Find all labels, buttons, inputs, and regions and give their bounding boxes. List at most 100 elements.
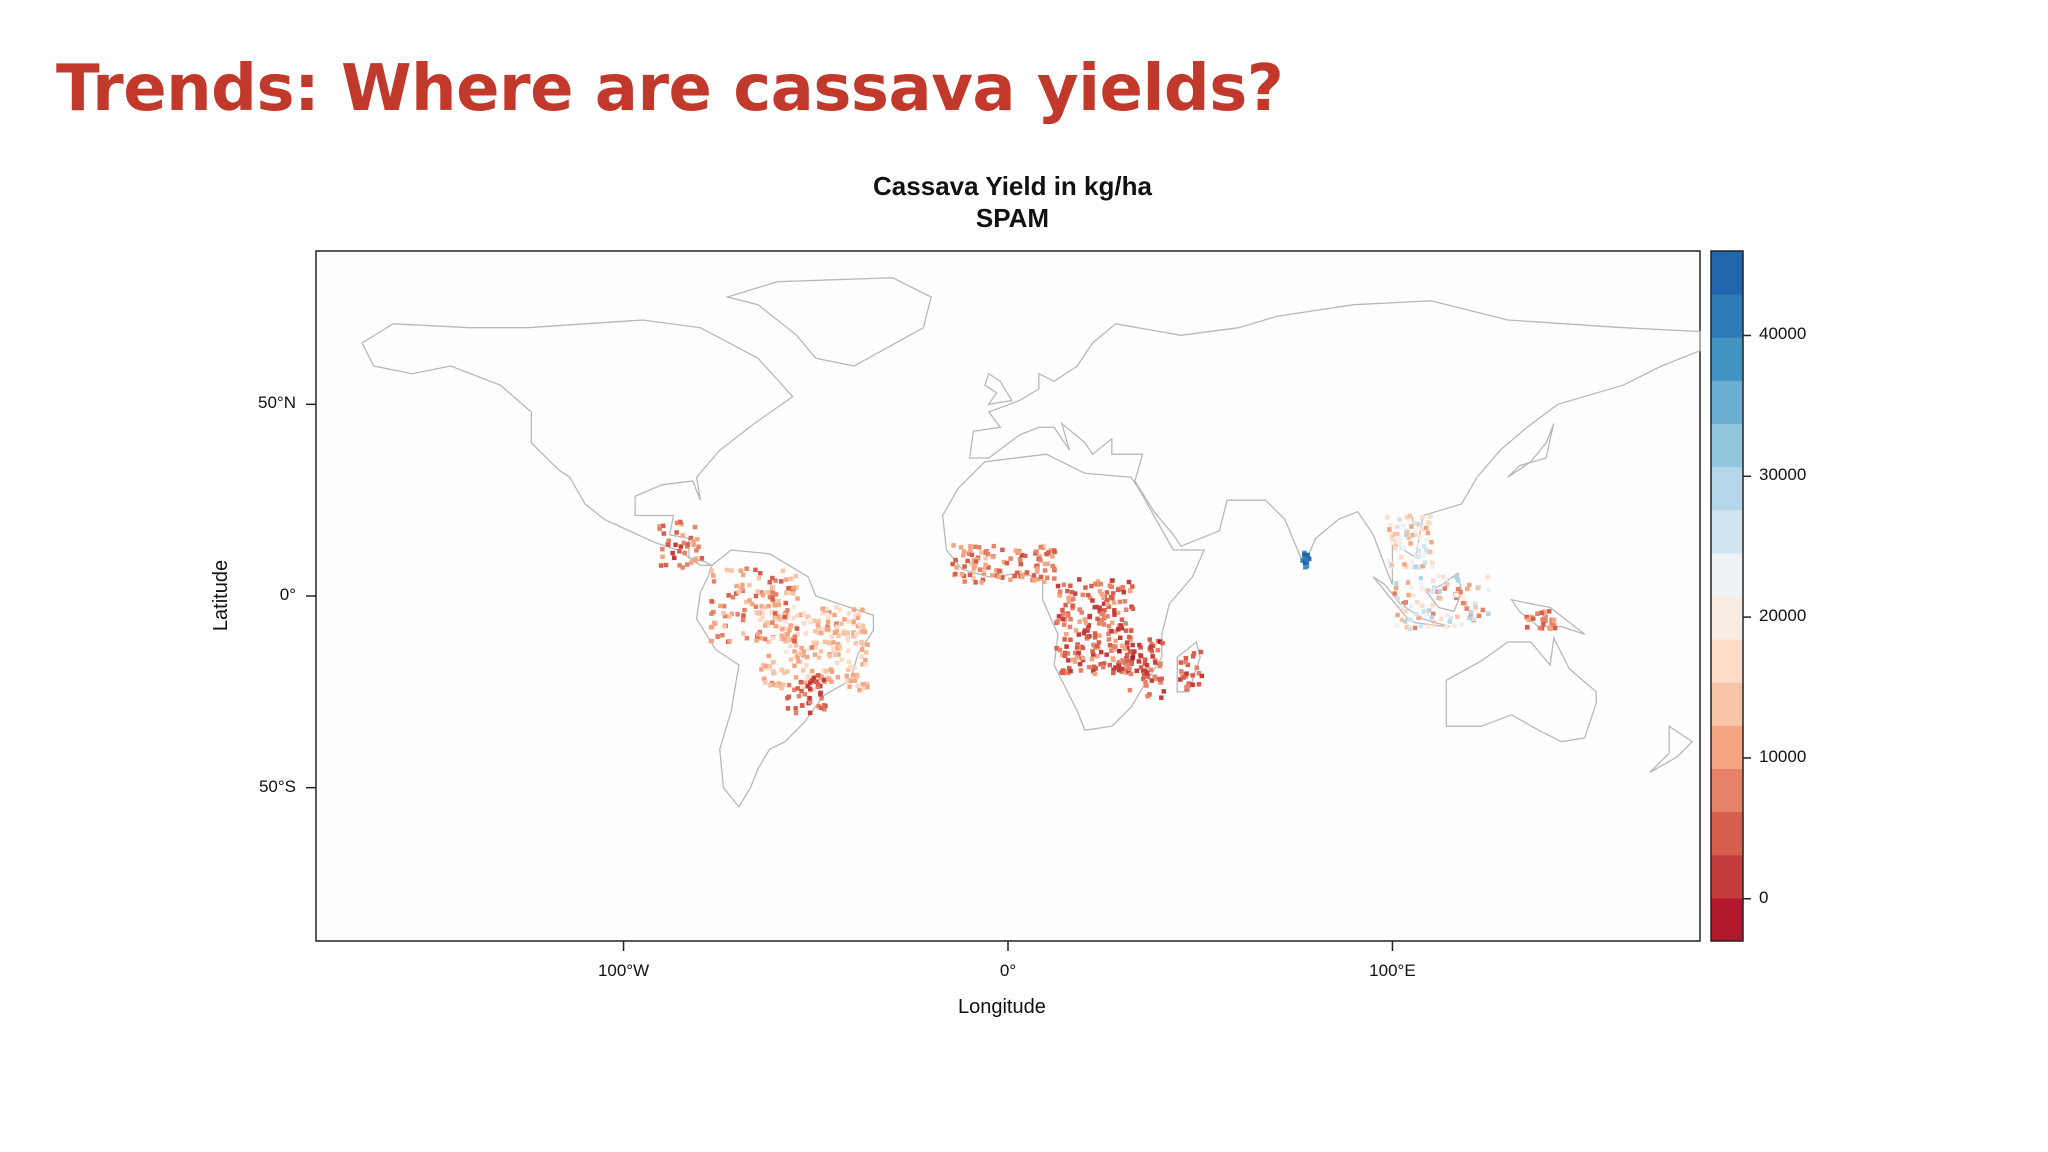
yield-cell [973,580,978,585]
yield-cell [1460,600,1466,606]
yield-cell [1055,619,1061,624]
yield-cell [848,664,854,670]
yield-cell [798,612,803,618]
yield-cell [1077,661,1083,667]
yield-cell [865,681,870,687]
yield-cell [1430,602,1436,608]
greenland-outline [724,277,932,367]
yield-cell [759,667,764,672]
yield-cell [785,695,790,701]
yield-cell [1144,663,1150,668]
yield-cell [1052,566,1057,571]
yield-cell [1119,669,1124,675]
yield-cell [1101,622,1107,627]
yield-cell [1549,617,1554,622]
yield-cell [831,640,836,645]
yield-cell [1066,612,1071,618]
yield-cell [1124,640,1130,645]
yield-cell [1014,570,1020,576]
yield-cell [1116,663,1122,668]
yield-cell [1107,662,1112,668]
yield-cell [1129,628,1134,633]
yield-cell [1186,681,1192,686]
yield-cell [801,621,807,626]
yield-cell [788,623,793,628]
yield-cell [677,563,682,568]
yield-cell [845,635,850,640]
yield-cell [795,654,800,659]
colorbar-segment [1711,251,1743,295]
yield-cell [767,580,772,585]
yield-cell [1148,644,1154,650]
yield-cell [1160,640,1165,646]
yield-cell [804,663,809,668]
yield-cell [1185,662,1191,668]
yield-cell [726,593,731,598]
yield-cell [1134,668,1139,674]
yield-cell [1120,666,1125,672]
yield-cell [1042,579,1047,585]
yield-cell [1137,642,1142,648]
yield-cell [758,571,763,576]
yield-cell [807,699,813,705]
yield-cell [727,614,732,619]
yield-cell [1475,585,1480,591]
yield-cell [1048,548,1053,553]
yield-cell [1407,521,1412,526]
yield-cell [1393,537,1399,542]
yield-cell [660,546,665,552]
yield-cell [1486,611,1491,616]
yield-cell [1144,670,1149,675]
yield-cell [1065,670,1071,676]
yield-cell [682,550,687,556]
yield-cell [1476,613,1482,619]
yield-cell [1149,678,1155,683]
yield-cell [969,561,974,566]
yield-cell [772,611,778,616]
yield-cell [1000,547,1005,553]
yield-cell [853,640,859,646]
yield-cell [1551,617,1557,623]
colorbar-tick-label: 10000 [1759,746,1807,766]
yield-cell [1542,609,1547,615]
colorbar-frame [1710,250,1744,942]
yield-cell [1110,578,1115,583]
yield-cell [1101,664,1106,670]
yield-cell [1413,532,1419,538]
yield-cell [1455,614,1460,620]
yield-cell [1087,595,1093,600]
yield-cell [772,603,777,608]
africa-outline [941,453,1206,731]
yield-cell [832,612,837,618]
yield-cell [1050,563,1055,569]
yield-cell [709,624,715,630]
yield-cell [1430,564,1435,569]
yield-cell [762,605,767,610]
yield-cell [1153,660,1158,665]
yield-cell [1102,607,1107,613]
yield-cell [839,621,844,627]
yield-cell [1101,601,1107,606]
yield-cell [1046,550,1051,555]
yield-cell [779,627,785,632]
yield-cell [757,629,763,635]
yield-cell [1416,565,1421,570]
yield-cell [836,641,841,647]
yield-cell [1397,540,1403,545]
yield-cell [859,647,865,652]
yield-cell [1540,617,1545,622]
yield-cell [1115,587,1121,593]
yield-cell [1407,626,1413,631]
yield-cell [846,659,852,664]
yield-cell [1305,552,1310,558]
yield-cell [961,553,966,558]
yield-cell [1138,665,1144,670]
yield-cell [965,558,970,564]
yield-cell [1083,585,1088,590]
yield-cell [809,645,815,650]
yield-cell [1388,523,1393,528]
yield-cell [800,652,806,658]
yield-cell [1409,524,1414,529]
yield-cell [1148,667,1154,673]
yield-cell [1438,596,1443,601]
